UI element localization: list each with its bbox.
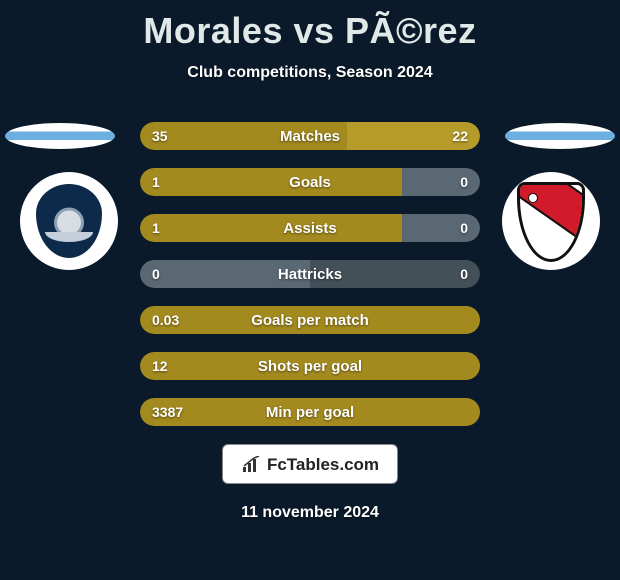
- stat-row: 0.03Goals per match: [140, 306, 480, 334]
- flag-left: [5, 123, 115, 149]
- stat-row: 12Shots per goal: [140, 352, 480, 380]
- stat-label: Shots per goal: [140, 358, 480, 375]
- stat-row: 3522Matches: [140, 122, 480, 150]
- site-badge-text: FcTables.com: [267, 455, 379, 475]
- stat-row: 10Assists: [140, 214, 480, 242]
- page-title: Morales vs PÃ©rez: [0, 0, 620, 52]
- date-label: 11 november 2024: [0, 504, 620, 522]
- stats-container: 3522Matches 10Goals 10Assists 00Hattricks 0.…: [140, 122, 480, 426]
- flag-right: [505, 123, 615, 149]
- stat-row: 3387Min per goal: [140, 398, 480, 426]
- stat-label: Min per goal: [140, 404, 480, 421]
- stat-label: Goals per match: [140, 312, 480, 329]
- stat-label: Hattricks: [140, 266, 480, 283]
- team-crest-right: [502, 172, 600, 270]
- stat-row: 00Hattricks: [140, 260, 480, 288]
- stat-row: 10Goals: [140, 168, 480, 196]
- team-crest-left: [20, 172, 118, 270]
- stat-label: Assists: [140, 220, 480, 237]
- site-badge: FcTables.com: [222, 444, 398, 484]
- stat-label: Goals: [140, 174, 480, 191]
- chart-icon: [241, 456, 261, 474]
- subtitle: Club competitions, Season 2024: [0, 64, 620, 82]
- stat-label: Matches: [140, 128, 480, 145]
